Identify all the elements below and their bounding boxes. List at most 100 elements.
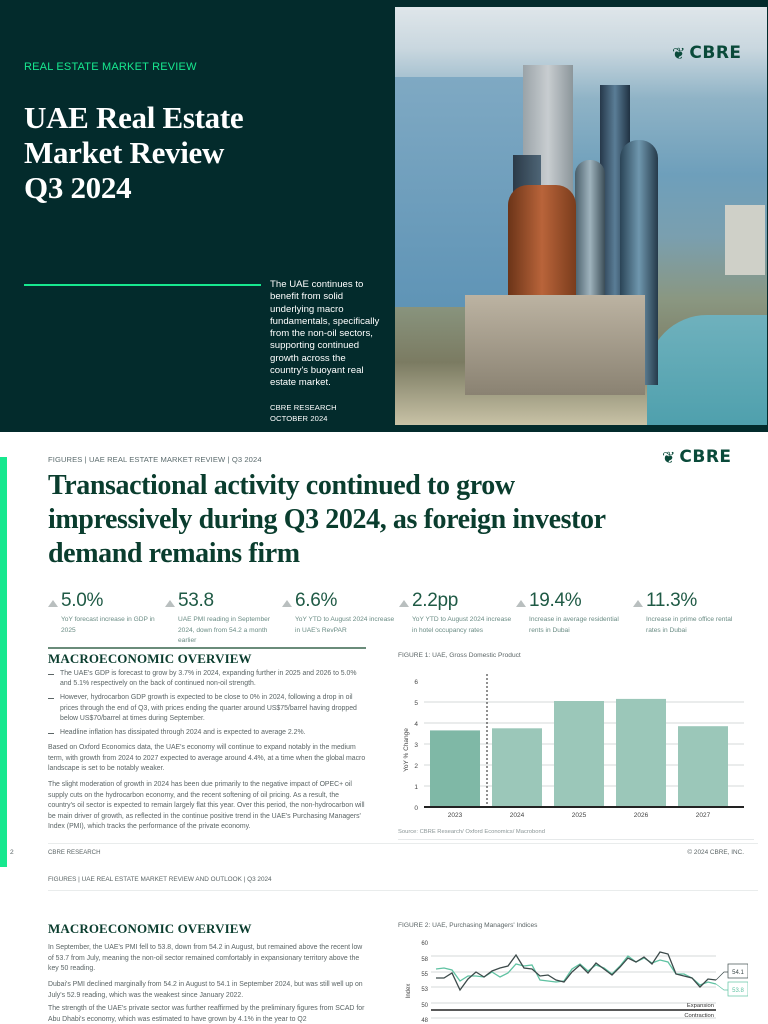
svg-text:2: 2: [414, 763, 418, 770]
svg-text:48: 48: [421, 1018, 428, 1024]
stat-hotel-occupancy: 2.2pp YoY YTD to August 2024 increase in…: [399, 590, 514, 636]
footer-rule: [48, 843, 758, 844]
body-paragraph: The slight moderation of growth in 2024 …: [48, 781, 365, 831]
callout-dubai-54-1: 54.1: [715, 963, 748, 981]
triangle-up-icon: [48, 599, 58, 607]
section-heading: MACROECONOMIC OVERVIEW: [48, 651, 252, 666]
series-dubai-pmi: [436, 951, 717, 992]
section-heading: MACROECONOMIC OVERVIEW: [48, 921, 252, 936]
svg-text:53: 53: [421, 987, 428, 993]
pmi-line-chart: 60 58 55 53 50 48 Index Expansion Contra…: [406, 941, 748, 1024]
svg-text:4: 4: [414, 721, 418, 728]
cbre-logo: ❦ CBRE: [662, 447, 732, 467]
svg-text:60: 60: [421, 941, 428, 947]
triangle-up-icon: [633, 599, 643, 607]
y-axis-label: YoY % Change: [403, 728, 410, 772]
stat-description: Increase in average residential rents in…: [529, 616, 619, 634]
stat-value: 2.2pp: [412, 590, 459, 611]
triangle-up-icon: [282, 599, 292, 607]
stat-description: YoY forecast increase in GDP in 2025: [61, 616, 155, 634]
triangle-up-icon: [165, 599, 175, 607]
figure-1-source: Source: CBRE Research/ Oxford Economics/…: [398, 829, 545, 835]
stat-description: UAE PMI reading in September 2024, down …: [178, 616, 270, 644]
expansion-label: Expansion: [687, 1003, 714, 1009]
body-paragraph: Dubai's PMI declined marginally from 54.…: [48, 981, 363, 999]
page-number: 2: [10, 849, 14, 856]
stat-description: YoY YTD to August 2024 increase in UAE's…: [295, 616, 395, 634]
cover-skyline-photo: ❦ CBRE: [395, 7, 767, 425]
photo-building: [725, 205, 765, 275]
header-rule: [48, 890, 758, 891]
breadcrumb: FIGURES | UAE REAL ESTATE MARKET REVIEW …: [48, 455, 262, 464]
gdp-bar-chart: 6 5 4 3 2 1 0 YoY % Change 2023 2024 202…: [403, 674, 744, 819]
svg-text:53.8: 53.8: [732, 988, 744, 994]
stat-value: 11.3%: [646, 590, 697, 611]
svg-text:0: 0: [414, 805, 418, 812]
stat-value: 53.8: [178, 590, 214, 611]
svg-text:54.1: 54.1: [732, 970, 744, 976]
svg-text:5: 5: [414, 700, 418, 707]
bullet-item: The UAE's GDP is forecast to grow by 3.7…: [48, 669, 366, 689]
section-rule: [48, 647, 366, 649]
footer-publisher: CBRE RESEARCH: [48, 849, 101, 856]
y-axis-label: Index: [406, 984, 412, 999]
bullet-list: The UAE's GDP is forecast to grow by 3.7…: [48, 669, 366, 742]
figure-2-title: FIGURE 2: UAE, Purchasing Managers' Indi…: [398, 922, 538, 929]
stat-residential-rents: 19.4% Increase in average residential re…: [516, 590, 631, 636]
svg-text:50: 50: [421, 1003, 428, 1009]
cover-title: UAE Real Estate Market Review Q3 2024: [24, 100, 384, 205]
callout-uae-53-8: 53.8: [715, 981, 748, 997]
triangle-up-icon: [516, 599, 526, 607]
cbre-wordmark: CBRE: [679, 447, 732, 467]
cover-page: REAL ESTATE MARKET REVIEW UAE Real Estat…: [0, 0, 768, 432]
stat-pmi: 53.8 UAE PMI reading in September 2024, …: [165, 590, 280, 647]
photo-hotel: [465, 295, 645, 395]
page-title: Transactional activity continued to grow…: [48, 470, 606, 569]
photo-sea: [395, 77, 525, 307]
svg-text:6: 6: [414, 679, 418, 686]
cover-meta: CBRE RESEARCH OCTOBER 2024: [270, 403, 337, 424]
stat-value: 5.0%: [61, 590, 104, 611]
svg-text:1: 1: [414, 784, 418, 791]
triangle-up-icon: [399, 599, 409, 607]
svg-text:2027: 2027: [696, 812, 711, 819]
stat-value: 19.4%: [529, 590, 582, 611]
bullet-item: Headline inflation has dissipated throug…: [48, 728, 366, 738]
svg-text:2026: 2026: [634, 812, 649, 819]
stat-gdp-forecast: 5.0% YoY forecast increase in GDP in 202…: [48, 590, 163, 636]
y-axis-ticks: 60 58 55 53 50 48: [421, 941, 428, 1024]
cover-title-line: Market Review: [24, 135, 225, 170]
gridlines: [431, 955, 716, 1019]
body-paragraph: In September, the UAE's PMI fell to 53.8…: [48, 944, 363, 973]
stat-revpar: 6.6% YoY YTD to August 2024 increase in …: [282, 590, 397, 636]
bars: [430, 698, 728, 806]
stat-office-rents: 11.3% Increase in prime office rental ra…: [633, 590, 748, 636]
calligraphy-emblem-icon: ❦: [662, 447, 676, 467]
y-axis-ticks: 6 5 4 3 2 1 0: [414, 679, 418, 812]
figure-divider: [398, 839, 754, 840]
body-paragraph: Based on Oxford Economics data, the UAE'…: [48, 744, 366, 773]
figure-1-title: FIGURE 1: UAE, Gross Domestic Product: [398, 652, 521, 659]
svg-text:3: 3: [414, 742, 418, 749]
stat-description: YoY YTD to August 2024 increase in hotel…: [412, 616, 512, 634]
cover-blurb: The UAE continues to benefit from solid …: [270, 279, 380, 389]
cover-kicker: REAL ESTATE MARKET REVIEW: [24, 61, 197, 73]
svg-text:58: 58: [421, 957, 428, 963]
cbre-wordmark: CBRE: [689, 43, 742, 63]
cbre-logo: ❦ CBRE: [672, 43, 742, 63]
stat-value: 6.6%: [295, 590, 338, 611]
cover-title-line: Q3 2024: [24, 170, 132, 205]
body-paragraph: The strength of the UAE's private sector…: [48, 1005, 365, 1023]
cover-meta-date: OCTOBER 2024: [270, 413, 328, 423]
svg-text:2024: 2024: [510, 812, 525, 819]
cover-accent-rule: [24, 284, 261, 286]
contraction-label: Contraction: [684, 1013, 714, 1019]
svg-text:2023: 2023: [448, 812, 463, 819]
cover-title-line: UAE Real Estate: [24, 100, 244, 135]
svg-text:55: 55: [421, 972, 428, 978]
footer-copyright: © 2024 CBRE, INC.: [687, 849, 744, 856]
calligraphy-emblem-icon: ❦: [672, 43, 686, 63]
breadcrumb: FIGURES | UAE REAL ESTATE MARKET REVIEW …: [48, 876, 272, 883]
stat-description: Increase in prime office rental rates in…: [646, 616, 733, 634]
page-accent-bar: [0, 457, 7, 867]
